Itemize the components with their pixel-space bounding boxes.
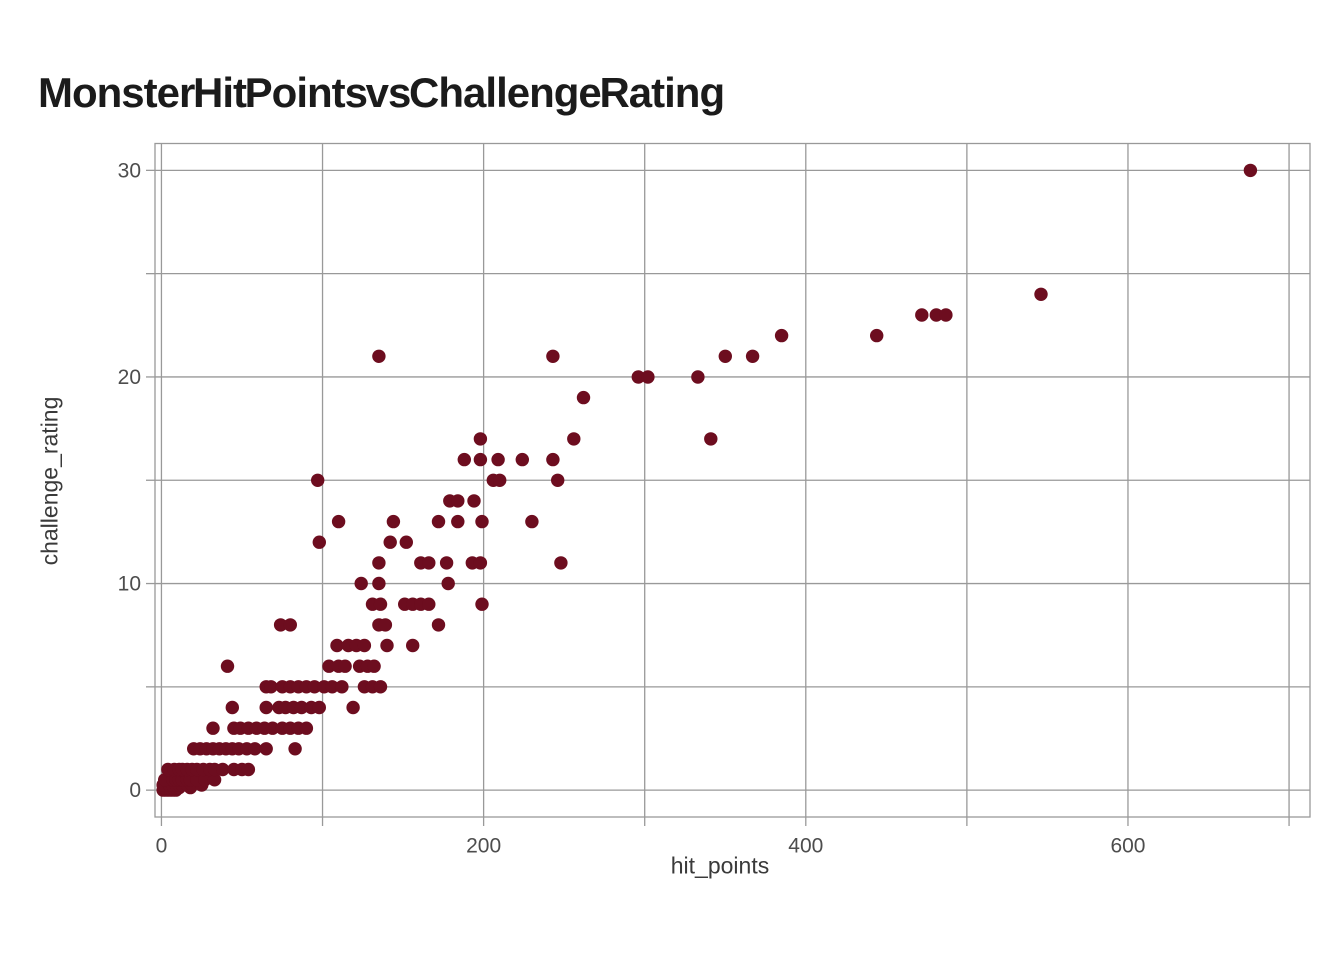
data-point <box>273 618 288 632</box>
data-point <box>373 597 388 611</box>
data-point <box>367 659 381 673</box>
data-point <box>475 597 489 611</box>
data-point <box>467 494 481 508</box>
y-tick-label: 0 <box>129 779 141 802</box>
data-point <box>378 618 393 632</box>
data-point <box>346 700 360 715</box>
data-point <box>439 556 454 570</box>
data-point <box>515 452 529 467</box>
data-point <box>473 452 488 467</box>
data-point <box>691 370 705 384</box>
data-point <box>451 494 465 508</box>
data-point <box>216 762 230 777</box>
data-point <box>546 349 560 363</box>
data-point <box>554 556 568 570</box>
data-point <box>1034 287 1048 301</box>
data-point <box>1243 163 1258 178</box>
x-tick-label: 0 <box>156 835 168 858</box>
x-axis-label: hit_points <box>670 852 770 879</box>
data-point <box>207 773 222 787</box>
y-tick-label: 20 <box>118 366 141 389</box>
data-point <box>312 535 326 549</box>
data-point <box>372 576 386 591</box>
data-point <box>422 556 436 570</box>
x-tick-label: 400 <box>788 835 823 858</box>
data-point <box>493 473 507 487</box>
data-point <box>299 721 314 735</box>
data-point <box>264 680 278 694</box>
data-point <box>399 535 413 549</box>
data-point <box>525 514 539 529</box>
x-tick-label: 600 <box>1110 835 1145 858</box>
data-point <box>265 721 280 735</box>
data-point <box>220 659 235 673</box>
y-tick-label: 30 <box>118 159 141 182</box>
data-point <box>929 308 943 322</box>
data-point <box>311 473 325 487</box>
data-point <box>380 638 394 653</box>
data-point <box>491 452 505 467</box>
data-point <box>567 432 581 446</box>
data-point <box>288 742 302 756</box>
data-point <box>248 742 262 756</box>
data-point <box>373 680 388 694</box>
data-point <box>322 659 336 673</box>
data-point <box>422 597 436 611</box>
data-point <box>406 638 420 653</box>
data-point <box>718 349 732 363</box>
data-point <box>631 370 645 384</box>
data-point <box>354 576 368 591</box>
y-tick-label: 10 <box>118 573 141 596</box>
data-point <box>475 514 489 529</box>
data-point <box>473 556 488 570</box>
data-point <box>383 535 397 549</box>
data-point <box>335 680 349 694</box>
data-point <box>473 432 488 446</box>
data-point <box>198 773 212 787</box>
data-point <box>441 576 455 591</box>
data-point <box>870 328 884 343</box>
data-point <box>431 514 446 529</box>
data-point <box>372 349 386 363</box>
data-point <box>745 349 760 363</box>
data-point <box>386 514 401 529</box>
data-point <box>325 680 339 694</box>
chart-title: Monster Hit Points vs Challenge Rating <box>38 69 725 116</box>
data-point <box>225 700 239 715</box>
data-point <box>206 721 220 735</box>
data-point <box>259 742 273 756</box>
data-point <box>431 618 446 632</box>
data-point <box>372 556 386 570</box>
data-point <box>451 514 465 529</box>
x-tick-label: 200 <box>466 835 501 858</box>
data-point <box>294 700 309 715</box>
data-point <box>551 473 565 487</box>
data-point <box>704 432 718 446</box>
data-point <box>457 452 471 467</box>
data-point <box>939 308 953 322</box>
data-point <box>338 659 352 673</box>
data-point <box>330 638 344 653</box>
data-point <box>641 370 655 384</box>
data-point <box>283 618 297 632</box>
data-point <box>357 638 372 653</box>
y-axis-label: challenge_rating <box>36 396 63 566</box>
data-point <box>241 762 256 777</box>
data-point <box>915 308 929 322</box>
data-point <box>259 700 273 715</box>
data-point <box>307 680 322 694</box>
data-point <box>546 452 560 467</box>
data-point <box>576 390 591 405</box>
data-point <box>774 328 789 343</box>
data-point <box>331 514 346 529</box>
data-point <box>312 700 326 715</box>
